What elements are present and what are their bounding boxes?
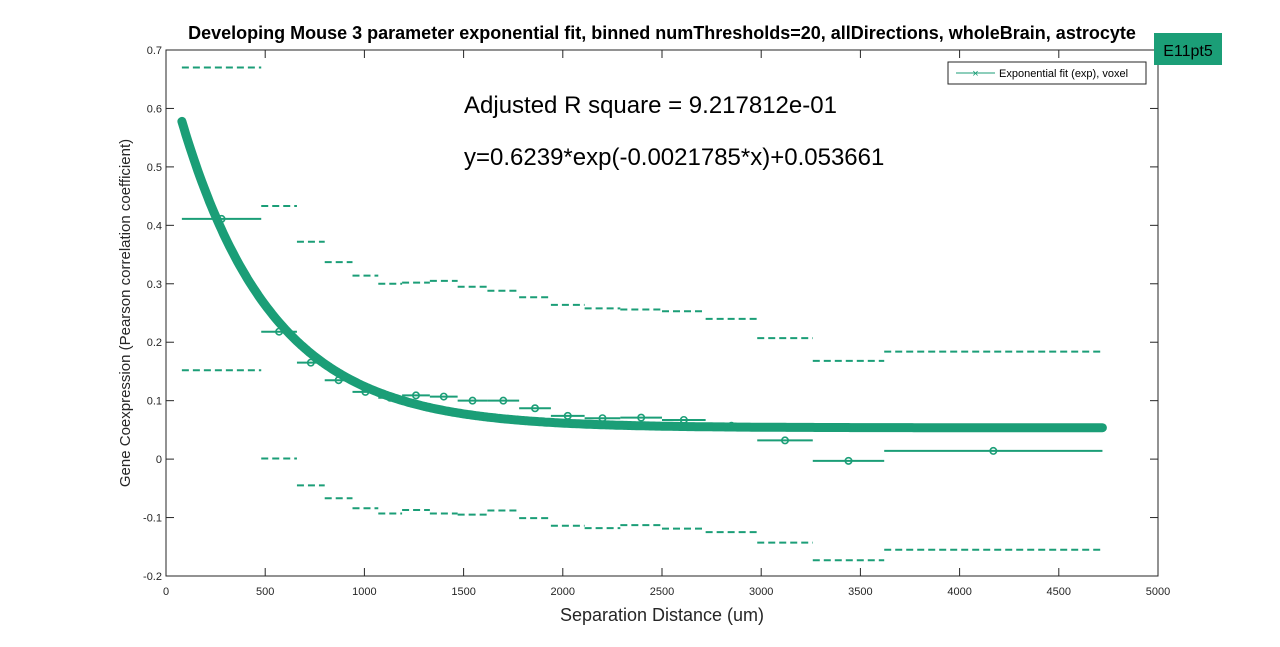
legend: × Exponential fit (exp), voxel xyxy=(947,61,1147,85)
x-tick-label: 3500 xyxy=(848,586,872,598)
legend-marker: × xyxy=(972,68,978,80)
y-tick-label: -0.1 xyxy=(143,513,162,525)
y-tick-label: 0.1 xyxy=(147,396,162,408)
bin-mean-point xyxy=(989,446,998,455)
bin-mean-point xyxy=(531,404,540,413)
x-tick-label: 1500 xyxy=(451,586,475,598)
x-tick-label: 4500 xyxy=(1047,586,1071,598)
y-tick-label: 0.5 xyxy=(147,162,162,174)
bin-mean-point xyxy=(499,396,508,405)
chart-title: Developing Mouse 3 parameter exponential… xyxy=(188,23,1136,43)
x-tick-label: 5000 xyxy=(1146,586,1170,598)
fit-curve-layer xyxy=(177,116,1107,433)
y-tick-label: 0.2 xyxy=(147,337,162,349)
y-tick-label: 0.7 xyxy=(147,45,162,57)
y-tick-label: 0.3 xyxy=(147,279,162,291)
y-tick-label: 0.4 xyxy=(147,220,162,232)
x-tick-label: 2500 xyxy=(650,586,674,598)
badge-label: E11pt5 xyxy=(1163,43,1213,60)
x-axis-label: Separation Distance (um) xyxy=(560,605,764,625)
annotation-r-square: Adjusted R square = 9.217812e-01 xyxy=(464,92,837,119)
legend-box xyxy=(947,61,1147,85)
annotation-fit-equation: y=0.6239*exp(-0.0021785*x)+0.053661 xyxy=(464,144,884,171)
bin-mean-point xyxy=(306,358,315,367)
bin-mean-point xyxy=(844,456,853,465)
x-tick-label: 500 xyxy=(256,586,274,598)
bin-mean-point xyxy=(468,396,477,405)
fit-curve-markers xyxy=(178,117,1106,432)
badge-box xyxy=(1154,33,1222,65)
y-axis-label: Gene Coexpression (Pearson correlation c… xyxy=(117,139,134,487)
y-tick-label: -0.2 xyxy=(143,571,162,583)
x-tick-label: 1000 xyxy=(352,586,376,598)
x-tick-label: 4000 xyxy=(947,586,971,598)
axes-layer: 0 500 1000 1500 2000 2500 3000 3500 4000 4500 5000… xyxy=(143,45,1170,598)
x-tick-label: 2000 xyxy=(551,586,575,598)
y-tick-label: 0 xyxy=(156,454,162,466)
bin-mean-point xyxy=(781,436,790,445)
bin-mean-point xyxy=(411,391,420,400)
bin-mean-point xyxy=(439,392,448,401)
bin-mean-point xyxy=(637,413,646,422)
x-tick-label: 3000 xyxy=(749,586,773,598)
x-tick-label: 0 xyxy=(163,586,169,598)
legend-entry: Exponential fit (exp), voxel xyxy=(999,68,1128,80)
y-tick-label: 0.6 xyxy=(147,103,162,115)
plot-area xyxy=(166,50,1158,576)
